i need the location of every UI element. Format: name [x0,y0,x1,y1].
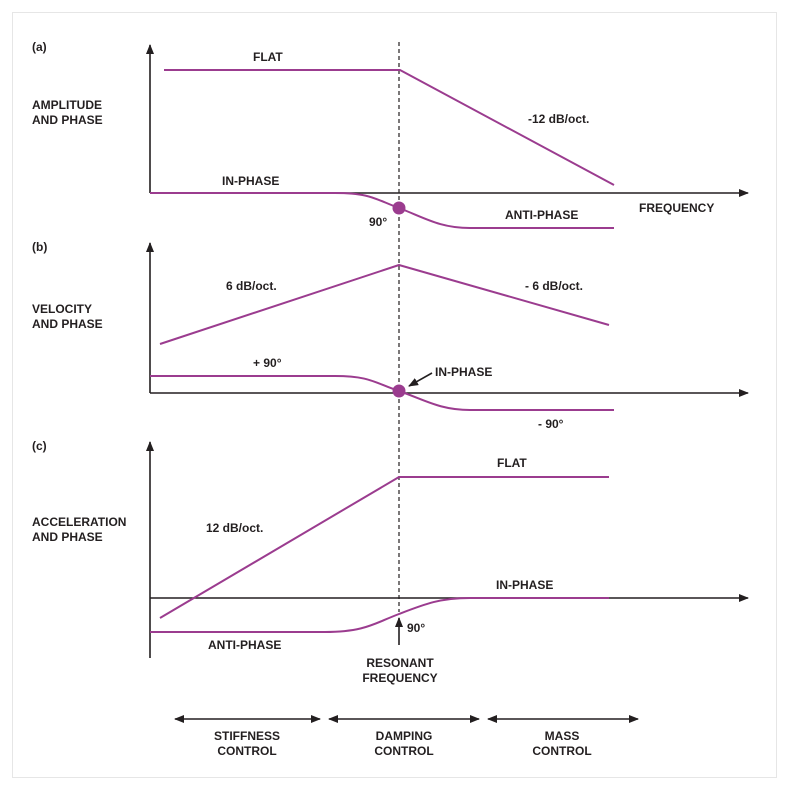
panel-b-resonance-dot [392,384,406,398]
panel-a-amplitude-curve [164,69,615,186]
panel-b-letter: (b) [32,240,47,254]
stiffness-label-line2: CONTROL [217,744,276,758]
panel-b-ylabel-line2: AND PHASE [32,317,103,331]
mass-label-line2: CONTROL [532,744,591,758]
panel-a-in-phase-label: IN-PHASE [222,174,279,188]
panel-c-ylabel-line2: AND PHASE [32,530,103,544]
panel-c-phase-curve [150,597,609,633]
panel-b-minus90-label: - 90° [538,417,564,431]
resonant-label-line1: RESONANT [366,656,434,670]
panel-a-flat-label: FLAT [253,50,283,64]
resonant-label-line2: FREQUENCY [362,671,437,685]
panel-b-in-phase-label: IN-PHASE [435,365,492,379]
panel-a-ylabel-line2: AND PHASE [32,113,103,127]
panel-b-rise-label: 6 dB/oct. [226,279,277,293]
panel-c-acceleration-curve [159,476,609,619]
mass-label-line1: MASS [545,729,580,743]
damping-label-line2: CONTROL [374,744,433,758]
panel-a-ylabel-line1: AMPLITUDE [32,98,102,112]
panel-c-flat-label: FLAT [497,456,527,470]
panel-c-in-phase-label: IN-PHASE [496,578,553,592]
frequency-axis-label: FREQUENCY [639,201,714,215]
panel-a-slope-label: -12 dB/oct. [528,112,589,126]
panel-b-in-phase-pointer [408,372,433,387]
panel-b-ylabel-line1: VELOCITY [32,302,92,316]
panel-c-anti-phase-label: ANTI-PHASE [208,638,281,652]
stiffness-label-line1: STIFFNESS [214,729,280,743]
panel-a-resonance-dot [392,201,406,215]
figure-frame [12,12,777,778]
panel-c-ylabel-line1: ACCELERATION [32,515,126,529]
panel-b-velocity-curve [159,264,610,345]
panel-b-fall-label: - 6 dB/oct. [525,279,583,293]
panel-c-ninety-label: 90° [407,621,425,635]
panel-c-letter: (c) [32,439,47,453]
panel-c-rise-label: 12 dB/oct. [206,521,263,535]
panel-a-ninety-label: 90° [369,215,387,229]
damping-label-line1: DAMPING [376,729,433,743]
panel-a-anti-phase-label: ANTI-PHASE [505,208,578,222]
panel-a-letter: (a) [32,40,47,54]
panel-b-plus90-label: + 90° [253,356,282,370]
